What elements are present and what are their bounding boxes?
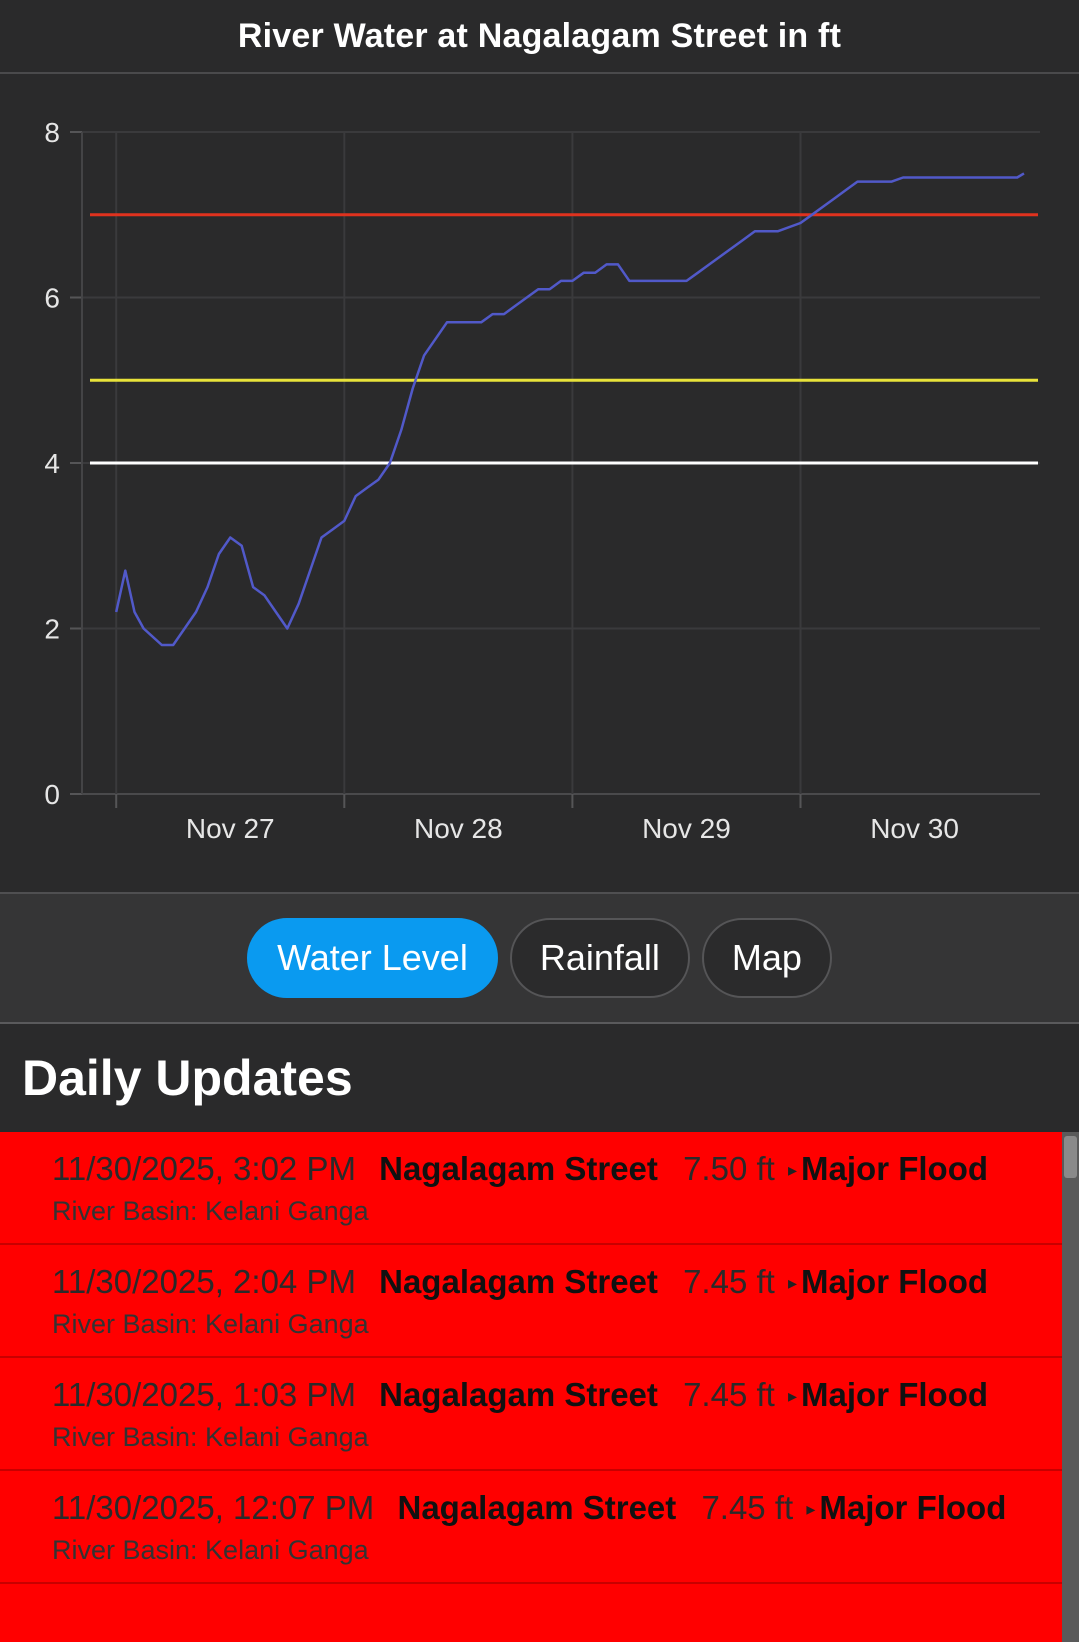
y-tick-label: 0 [44,779,60,810]
list-item[interactable]: 11/30/2025, 12:07 PM Nagalagam Street 7.… [0,1471,1062,1584]
chart-svg: 0 2 4 6 8 Nov 27 Nov 28 Nov 29 Nov 30 [44,117,1040,844]
y-tick-label: 6 [44,283,60,314]
update-date: 11/30/2025, 12:07 PM [52,1489,375,1526]
x-tick-label: Nov 29 [642,813,731,844]
update-basin: River Basin: Kelani Ganga [52,1535,369,1565]
tab-map[interactable]: Map [701,918,832,998]
triangle-right-icon: ▸ [787,1273,798,1293]
updates-scrollbar[interactable] [1062,1132,1079,1642]
list-item[interactable]: 11/30/2025, 2:04 PM Nagalagam Street 7.4… [0,1245,1062,1358]
update-status: Major Flood [801,1376,989,1413]
update-station: Nagalagam Street [379,1376,658,1413]
daily-updates-header: Daily Updates [0,1024,1079,1132]
tab-bar: Water Level Rainfall Map [0,892,1079,1024]
triangle-right-icon: ▸ [787,1160,798,1180]
update-date: 11/30/2025, 1:03 PM [52,1376,356,1413]
update-status: Major Flood [819,1489,1007,1526]
update-basin: River Basin: Kelani Ganga [52,1422,369,1452]
tab-water-level[interactable]: Water Level [247,918,498,998]
update-basin: River Basin: Kelani Ganga [52,1309,369,1339]
update-level: 7.45 ft [683,1376,775,1413]
update-station: Nagalagam Street [379,1150,658,1187]
update-status: Major Flood [801,1263,989,1300]
y-tick-label: 8 [44,117,60,148]
update-level: 7.50 ft [683,1150,775,1187]
updates-list[interactable]: 11/30/2025, 3:02 PM Nagalagam Street 7.5… [0,1132,1062,1642]
triangle-right-icon: ▸ [787,1386,798,1406]
x-tick-label: Nov 27 [186,813,275,844]
update-level: 7.45 ft [683,1263,775,1300]
y-tick-label: 4 [44,448,60,479]
update-status: Major Flood [801,1150,989,1187]
water-level-chart: 0 2 4 6 8 Nov 27 Nov 28 Nov 29 Nov 30 [0,74,1079,892]
update-basin: River Basin: Kelani Ganga [52,1196,369,1226]
update-station: Nagalagam Street [397,1489,677,1526]
list-item[interactable]: 11/30/2025, 3:02 PM Nagalagam Street 7.5… [0,1132,1062,1245]
update-station: Nagalagam Street [379,1263,658,1300]
list-item[interactable]: 11/30/2025, 1:03 PM Nagalagam Street 7.4… [0,1358,1062,1471]
scroll-thumb[interactable] [1064,1136,1077,1178]
update-date: 11/30/2025, 3:02 PM [52,1150,356,1187]
update-date: 11/30/2025, 2:04 PM [52,1263,356,1300]
x-tick-label: Nov 30 [870,813,959,844]
chart-title: River Water at Nagalagam Street in ft [237,16,842,55]
chart-header: River Water at Nagalagam Street in ft [0,0,1079,74]
x-tick-label: Nov 28 [414,813,503,844]
tab-rainfall[interactable]: Rainfall [509,918,690,998]
triangle-right-icon: ▸ [806,1499,816,1519]
water-level-line [114,172,1025,647]
y-tick-label: 2 [44,614,60,645]
daily-updates-title: Daily Updates [22,1050,353,1106]
update-level: 7.45 ft [701,1489,794,1526]
